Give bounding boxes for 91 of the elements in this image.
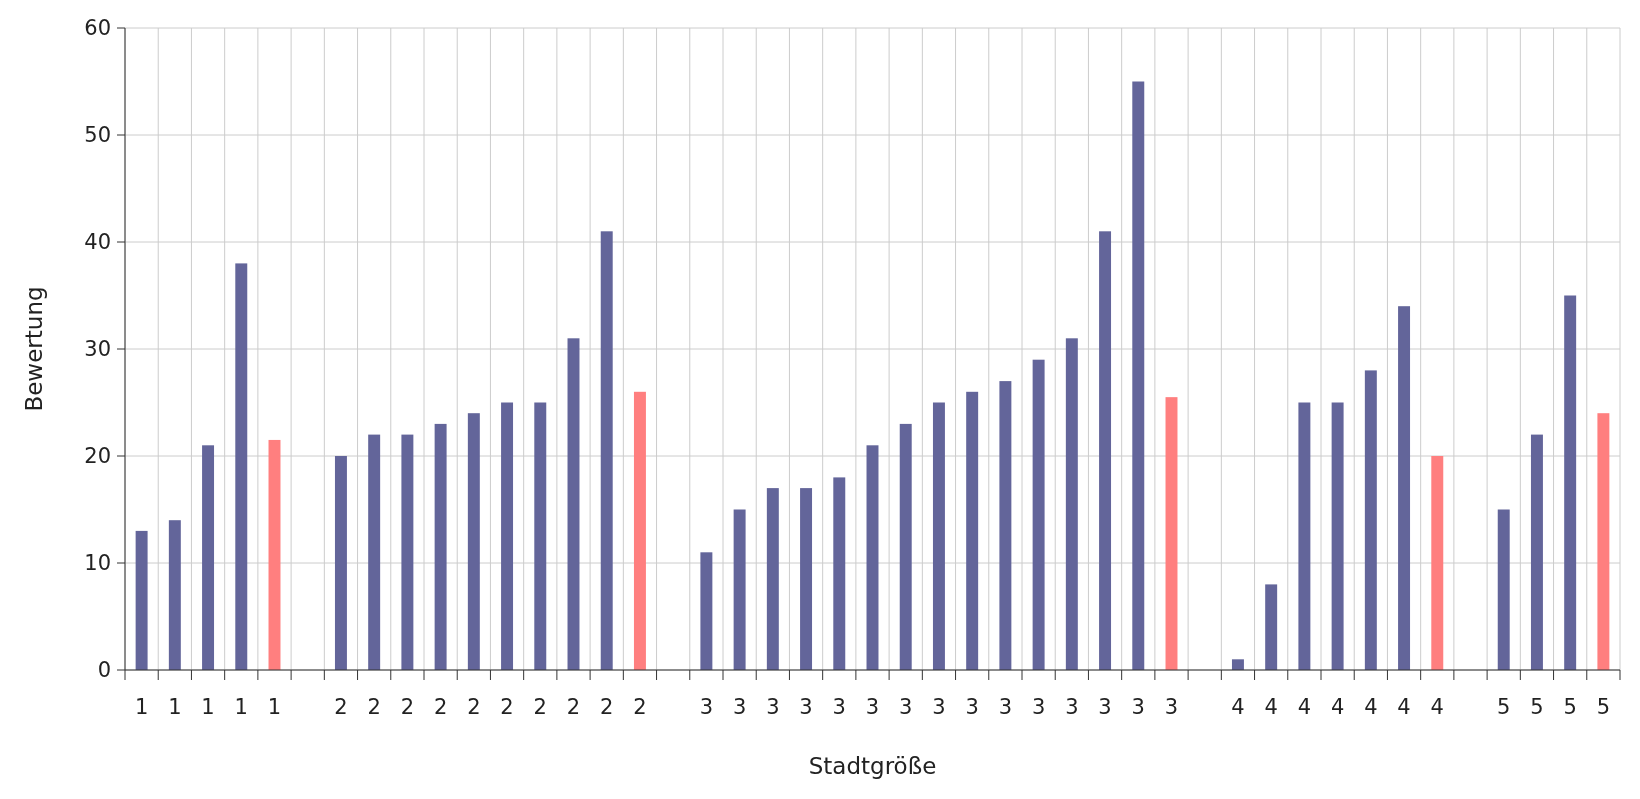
bar <box>235 263 248 670</box>
x-tick-label: 5 <box>1497 695 1511 719</box>
bar <box>1265 584 1278 670</box>
y-tick-label: 40 <box>84 230 111 255</box>
bar <box>766 488 779 670</box>
bar <box>434 423 447 670</box>
bar <box>1431 456 1444 670</box>
x-tick-label: 3 <box>732 695 747 719</box>
x-tick-label: 2 <box>400 695 415 719</box>
bar <box>534 402 547 670</box>
x-tick-label: 5 <box>1596 695 1611 719</box>
bar <box>633 391 646 670</box>
x-tick-label: 3 <box>1031 695 1046 719</box>
x-tick-label: 4 <box>1430 695 1444 719</box>
x-tick-label: 5 <box>1530 695 1544 719</box>
bar <box>1564 295 1577 670</box>
x-tick-label: 2 <box>533 695 547 719</box>
y-tick-label: 0 <box>97 658 111 683</box>
bar <box>932 402 945 670</box>
x-tick-label: 4 <box>1397 695 1411 719</box>
x-axis-title: Stadtgröße <box>808 753 937 779</box>
bar <box>700 552 713 670</box>
x-tick-label: 4 <box>1330 695 1345 719</box>
x-tick-label: 1 <box>134 695 149 719</box>
bar <box>135 530 148 670</box>
bar <box>1099 231 1112 670</box>
y-tick-label: 20 <box>84 444 111 469</box>
x-tick-label: 2 <box>566 695 581 719</box>
x-tick-label: 3 <box>1164 695 1179 719</box>
bar <box>800 488 813 670</box>
x-tick-label: 3 <box>899 695 913 719</box>
x-tick-label: 3 <box>699 695 714 719</box>
x-tick-label: 3 <box>766 695 780 719</box>
bar <box>168 520 181 670</box>
bar <box>600 231 613 670</box>
x-tick-label: 3 <box>865 695 880 719</box>
bar <box>334 456 347 670</box>
bar <box>1065 338 1078 670</box>
bar <box>1331 402 1344 670</box>
bar <box>833 477 846 670</box>
bar <box>1597 413 1610 670</box>
bar <box>1398 306 1411 670</box>
x-tick-label: 3 <box>1098 695 1112 719</box>
x-tick-label: 3 <box>998 695 1013 719</box>
x-tick-label: 2 <box>600 695 614 719</box>
x-tick-label: 3 <box>965 695 979 719</box>
y-tick-label: 60 <box>84 16 111 41</box>
bar <box>501 402 514 670</box>
x-tick-label: 2 <box>633 695 647 719</box>
x-tick-label: 2 <box>367 695 381 719</box>
bar <box>268 439 281 670</box>
bar <box>866 445 879 670</box>
bar <box>966 391 979 670</box>
bar <box>1497 509 1510 670</box>
bar <box>1364 370 1377 670</box>
x-tick-label: 3 <box>932 695 946 719</box>
y-tick-label: 30 <box>84 337 111 362</box>
bar <box>467 413 480 670</box>
x-tick-label: 4 <box>1364 695 1378 719</box>
x-tick-label: 2 <box>467 695 481 719</box>
bar <box>1165 397 1178 670</box>
x-tick-label: 4 <box>1231 695 1245 719</box>
bar <box>1231 659 1244 670</box>
bar <box>1032 359 1045 670</box>
x-tick-label: 4 <box>1297 695 1312 719</box>
x-tick-label: 3 <box>832 695 846 719</box>
bar <box>733 509 746 670</box>
x-tick-label: 3 <box>799 695 813 719</box>
x-tick-label: 2 <box>433 695 448 719</box>
bar <box>899 423 912 670</box>
x-tick-label: 2 <box>334 695 348 719</box>
x-tick-label: 3 <box>1131 695 1145 719</box>
x-tick-label: 1 <box>201 695 215 719</box>
bar <box>567 338 580 670</box>
bar <box>368 434 381 670</box>
bar <box>999 381 1012 670</box>
y-tick-label: 50 <box>84 123 111 148</box>
x-tick-label: 3 <box>1065 695 1079 719</box>
y-axis-title: Bewertung <box>21 286 47 412</box>
x-tick-label: 1 <box>234 695 248 719</box>
x-tick-label: 4 <box>1264 695 1278 719</box>
x-tick-label: 1 <box>267 695 282 719</box>
bar <box>401 434 414 670</box>
x-tick-label: 1 <box>168 695 182 719</box>
y-tick-label: 10 <box>84 551 111 576</box>
bar <box>1298 402 1311 670</box>
bar <box>202 445 215 670</box>
bar <box>1530 434 1543 670</box>
x-tick-label: 5 <box>1563 695 1577 719</box>
bar <box>1132 81 1145 670</box>
x-tick-label: 2 <box>500 695 514 719</box>
